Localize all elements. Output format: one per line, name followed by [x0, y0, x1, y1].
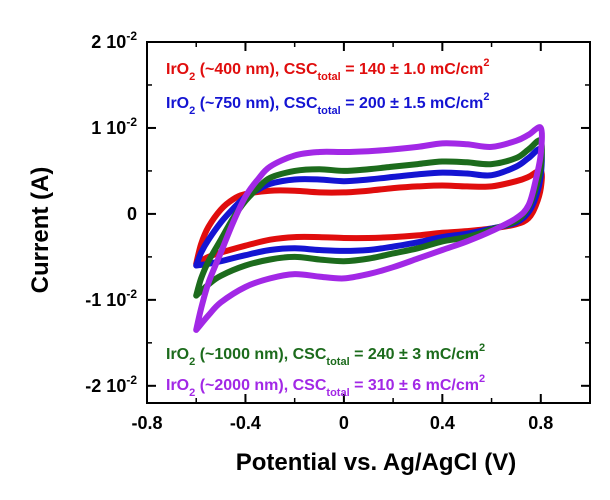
y-tick-label: -2 10-2: [85, 373, 137, 396]
legend-label-sup: 2: [479, 373, 485, 385]
series-layer: [193, 124, 545, 333]
y-tick-exponent: -2: [126, 115, 137, 129]
legend-label-sub: 2: [189, 356, 195, 368]
plot-frame: [146, 41, 591, 404]
y-tick-mantissa: -1 10: [85, 290, 126, 310]
legend-label-sup: 2: [479, 342, 485, 354]
legend-label-sub2: total: [326, 356, 349, 368]
series-line-4: [193, 124, 545, 333]
y-axis-title: Current (A): [27, 167, 54, 294]
legend-entry-2: IrO2 (~750 nm), CSCtotal = 200 ± 1.5 mC/…: [166, 91, 490, 117]
y-tick-label: 2 10-2: [91, 29, 137, 52]
legend-entry-3: IrO2 (~1000 nm), CSCtotal = 240 ± 3 mC/c…: [166, 342, 485, 368]
y-tick-label: 1 10-2: [91, 115, 137, 138]
y-tick-exponent: -2: [126, 29, 137, 43]
x-tick-label: 0.8: [528, 413, 553, 433]
legend-label-sub: 2: [189, 387, 195, 399]
legend-label-post: = 310 ± 6 mC/cm: [350, 377, 479, 394]
legend-label-mid: (~2000 nm), CSC: [195, 377, 327, 394]
legend-label-pre: IrO: [166, 61, 189, 78]
legend-entry-1: IrO2 (~400 nm), CSCtotal = 140 ± 1.0 mC/…: [166, 57, 490, 83]
y-tick-mantissa: -2 10: [85, 376, 126, 396]
legend-label-sub2: total: [318, 71, 341, 83]
legend-label-sub2: total: [326, 387, 349, 399]
y-tick-label: -1 10-2: [85, 287, 137, 310]
legend-label-pre: IrO: [166, 346, 189, 363]
legend-label-sub: 2: [189, 71, 195, 83]
axes: -0.8 -0.4 0 0.4 0.82 10-21 10-20-1 10-2-2 10…: [85, 29, 591, 433]
legend-label-mid: (~400 nm), CSC: [195, 61, 318, 78]
legend-label-pre: IrO: [166, 377, 189, 394]
y-tick-label: 0: [127, 204, 137, 224]
y-tick-mantissa: 0: [127, 204, 137, 224]
legend-label-mid: (~750 nm), CSC: [195, 95, 318, 112]
legend-label-post: = 240 ± 3 mC/cm: [350, 346, 479, 363]
legend-label-sup: 2: [483, 91, 489, 103]
legend-label-post: = 140 ± 1.0 mC/cm: [341, 61, 484, 78]
series-line-3: [193, 137, 545, 299]
legend-label-sub: 2: [189, 105, 195, 117]
x-tick-label: 0.4: [430, 413, 455, 433]
y-tick-mantissa: 1 10: [91, 118, 126, 138]
legend-label-sub2: total: [318, 105, 341, 117]
x-tick-label: 0: [339, 413, 349, 433]
legend-label-sup: 2: [483, 57, 489, 69]
legend-label-pre: IrO: [166, 95, 189, 112]
legend-label-post: = 200 ± 1.5 mC/cm: [341, 95, 484, 112]
legend-layer: IrO2 (~400 nm), CSCtotal = 140 ± 1.0 mC/…: [166, 57, 490, 399]
x-tick-label: -0.4: [230, 413, 261, 433]
x-tick-label: -0.8: [131, 413, 162, 433]
y-tick-exponent: -2: [126, 287, 137, 301]
x-axis-title: Potential vs. Ag/AgCl (V): [236, 449, 516, 476]
legend-entry-4: IrO2 (~2000 nm), CSCtotal = 310 ± 6 mC/c…: [166, 373, 485, 399]
y-tick-mantissa: 2 10: [91, 32, 126, 52]
legend-label-mid: (~1000 nm), CSC: [195, 346, 327, 363]
y-tick-exponent: -2: [126, 373, 137, 387]
